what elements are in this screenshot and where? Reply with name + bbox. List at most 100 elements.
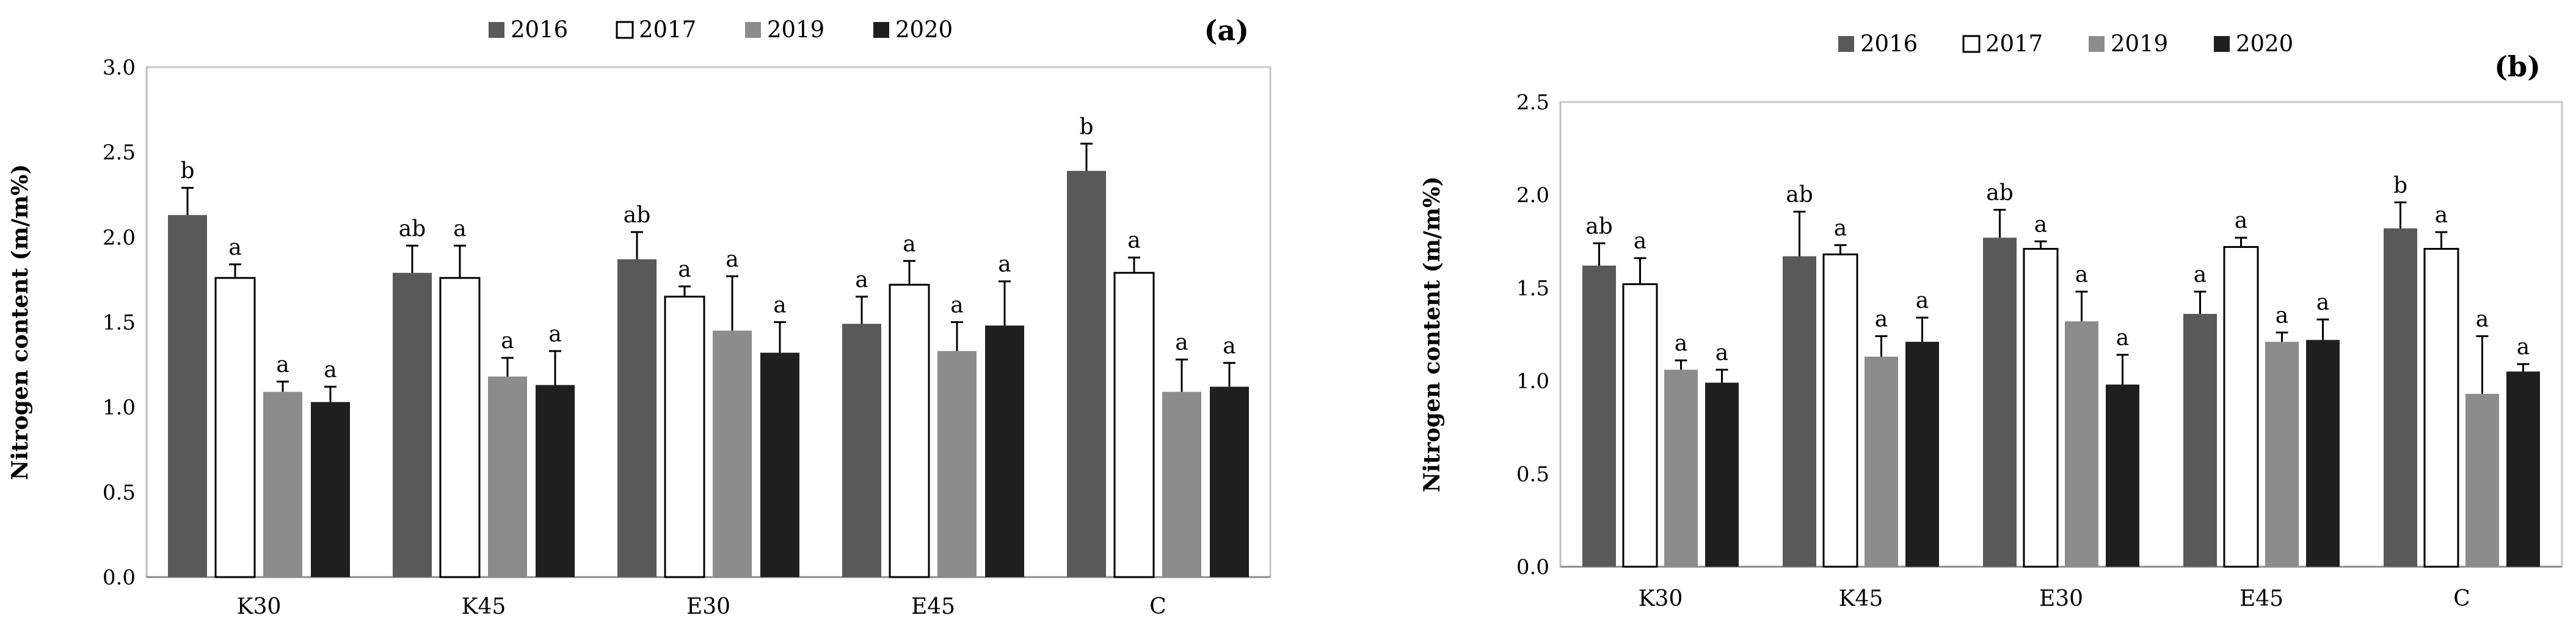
legend-label-2017: 2017 [639, 16, 696, 43]
bar-K45-2017 [439, 277, 481, 578]
category-label: K45 [462, 594, 506, 619]
bar-E45-2017 [2223, 245, 2259, 568]
legend-swatch-2020 [2214, 36, 2230, 52]
significance-label: a [678, 257, 691, 282]
bar-E30-2020 [2106, 384, 2139, 567]
chart-panel-2: 0.0 0.5 1.0 1.5 2.0 2.5 Nitrogen content (m/m%… [1419, 31, 2563, 611]
bar-E30-2019 [2065, 321, 2098, 567]
legend-swatch-2019 [745, 22, 761, 38]
y-tick-label: 0.0 [1516, 555, 1549, 580]
significance-label: a [2276, 303, 2288, 328]
significance-label: a [2435, 203, 2448, 228]
bar-C-2020 [2506, 371, 2540, 567]
significance-label: ab [1786, 183, 1813, 208]
bar-E30-2016 [1983, 238, 2017, 567]
significance-label: a [453, 216, 466, 241]
y-tick-label: 3.0 [103, 56, 136, 80]
significance-label: a [1127, 228, 1140, 253]
bar-K30-2019 [1664, 369, 1698, 567]
significance-label: a [1634, 229, 1646, 254]
significance-label: a [2235, 208, 2247, 233]
legend-swatch-2017 [1962, 35, 1981, 53]
significance-label: a [276, 352, 289, 377]
bar-K30-2020 [1705, 382, 1739, 567]
y-tick-label: 1.5 [103, 311, 136, 335]
significance-label: a [2517, 335, 2530, 360]
bar-K45-2019 [488, 376, 527, 577]
category-label: C [1149, 594, 1166, 619]
bar-C-2019 [2465, 393, 2499, 567]
bar-K30-2019 [263, 391, 302, 577]
legend-label-2016: 2016 [511, 16, 568, 43]
bar-C-2020 [1210, 387, 1249, 577]
significance-label: a [1875, 307, 1888, 332]
significance-label: a [2034, 212, 2047, 237]
significance-label: b [1079, 114, 1093, 139]
legend-label-2020: 2020 [2236, 31, 2293, 57]
bar-C-2016 [2384, 228, 2417, 567]
bar-E30-2017 [2023, 247, 2059, 568]
significance-label: a [726, 247, 738, 272]
bar-K30-2020 [311, 402, 350, 577]
bar-E45-2019 [937, 351, 977, 577]
significance-label: ab [624, 203, 651, 228]
legend-swatch-2016 [1838, 36, 1854, 52]
significance-label: a [1916, 288, 1929, 313]
bar-E30-2016 [617, 259, 657, 577]
legend-swatch-2017 [616, 21, 634, 39]
bar-E45-2019 [2265, 341, 2299, 567]
category-label: C [2453, 586, 2470, 611]
y-tick-label: 2.5 [103, 140, 136, 165]
significance-label: a [324, 357, 337, 382]
bar-C-2016 [1067, 170, 1106, 577]
bar-E30-2017 [664, 296, 705, 578]
significance-label: a [228, 235, 241, 260]
significance-label: a [501, 329, 514, 354]
bar-K45-2019 [1865, 357, 1898, 567]
bar-E45-2016 [842, 324, 881, 577]
y-tick-label: 0.0 [103, 565, 136, 590]
category-label: K30 [237, 594, 282, 619]
significance-label: ab [1986, 181, 2014, 206]
bar-C-2017 [2423, 247, 2459, 568]
significance-label: a [548, 322, 561, 347]
significance-label: a [1223, 333, 1235, 358]
legend-swatch-2020 [873, 22, 889, 38]
significance-label: a [2116, 325, 2129, 351]
significance-label: ab [1585, 214, 1613, 239]
significance-label: a [855, 267, 868, 293]
legend-label-2017: 2017 [1985, 31, 2043, 57]
significance-label: a [2316, 290, 2329, 315]
significance-label: a [1716, 340, 1728, 365]
bar-E30-2020 [760, 352, 799, 577]
bar-C-2017 [1113, 272, 1155, 578]
panel-label: (b) [2494, 50, 2541, 83]
y-tick-label: 2.5 [1516, 90, 1549, 115]
legend-swatch-2016 [489, 22, 504, 38]
significance-label: a [2075, 262, 2088, 287]
significance-label: a [903, 231, 915, 256]
category-label: K45 [1839, 586, 1883, 611]
significance-label: a [1834, 216, 1847, 241]
panel-label: (a) [1204, 14, 1249, 47]
significance-label: b [180, 159, 194, 184]
y-tick-label: 2.0 [103, 225, 136, 250]
y-tick-label: 0.5 [1516, 462, 1549, 487]
significance-label: a [2476, 307, 2489, 332]
bar-K45-2020 [1905, 341, 1939, 567]
bar-K45-2017 [1822, 253, 1858, 568]
significance-label: a [1175, 330, 1188, 355]
significance-label: a [1675, 331, 1687, 356]
bar-K30-2016 [1582, 265, 1616, 567]
bar-E45-2016 [2183, 314, 2217, 567]
legend-label-2019: 2019 [2111, 31, 2168, 57]
bar-E45-2020 [2306, 340, 2340, 567]
bar-E45-2020 [985, 325, 1024, 577]
significance-label: a [950, 293, 963, 318]
bar-K45-2020 [536, 385, 575, 577]
significance-label: b [2393, 173, 2407, 198]
y-axis-label: Nitrogen content (m/m%) [1419, 176, 1445, 493]
category-label: E30 [2039, 586, 2083, 611]
significance-label: ab [399, 216, 426, 241]
